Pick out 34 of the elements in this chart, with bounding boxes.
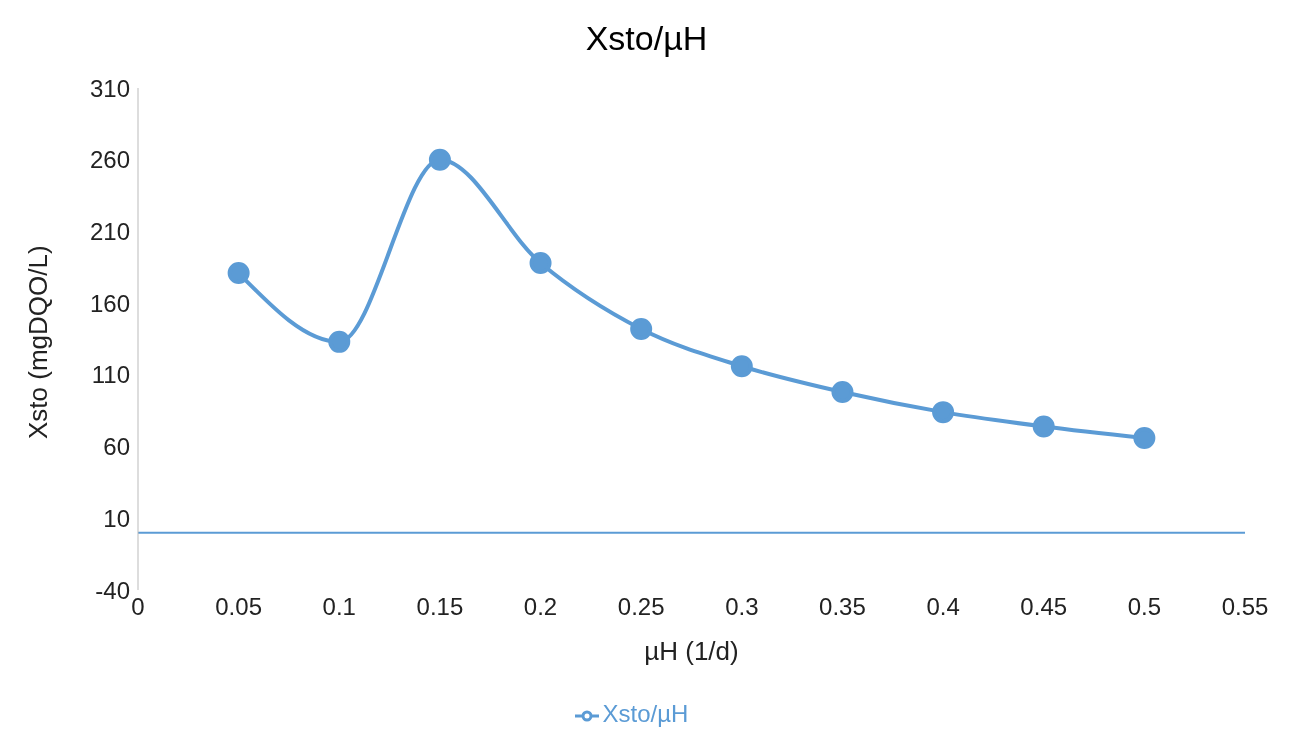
y-tick-label: 10	[103, 504, 130, 532]
point	[1133, 426, 1156, 449]
x-tick-label: 0.25	[617, 593, 665, 621]
x-tick-label: 0.55	[1221, 593, 1269, 621]
point	[428, 148, 451, 171]
x-tick-label: 0.05	[215, 593, 262, 621]
x-tick-label: 0.15	[416, 593, 464, 621]
x-tick-label: 0.45	[1020, 593, 1068, 621]
x-tick-label: 0.35	[819, 593, 866, 621]
x-tick-label: 0	[131, 593, 145, 621]
y-tick-label: 160	[89, 289, 130, 317]
y-tick-label: 210	[89, 217, 130, 245]
y-tick-label: 60	[103, 433, 130, 461]
chart-title: Xsto/µH	[584, 18, 709, 59]
x-tick-label: 0.1	[322, 593, 356, 621]
point	[529, 251, 552, 274]
point	[730, 355, 753, 378]
x-tick-label: 0.4	[926, 593, 960, 621]
point	[1032, 415, 1055, 438]
point	[932, 401, 955, 424]
point	[630, 317, 653, 340]
y-tick-label: 110	[91, 361, 130, 389]
legend-label: Xsto/µH	[602, 700, 689, 727]
y-tick-label: -40	[95, 576, 130, 604]
point	[227, 262, 250, 285]
point	[831, 381, 854, 404]
y-axis-title: Xsto (mgDQO/L)	[23, 245, 54, 439]
x-tick-label: 0.5	[1127, 593, 1162, 621]
x-axis-title: µH (1/d)	[644, 636, 739, 666]
x-tick-label: 0.2	[523, 593, 558, 621]
y-tick-label: 260	[89, 146, 130, 174]
x-tick-label: 0.3	[725, 593, 759, 621]
point	[328, 330, 351, 353]
y-tick-label: 310	[89, 74, 130, 102]
